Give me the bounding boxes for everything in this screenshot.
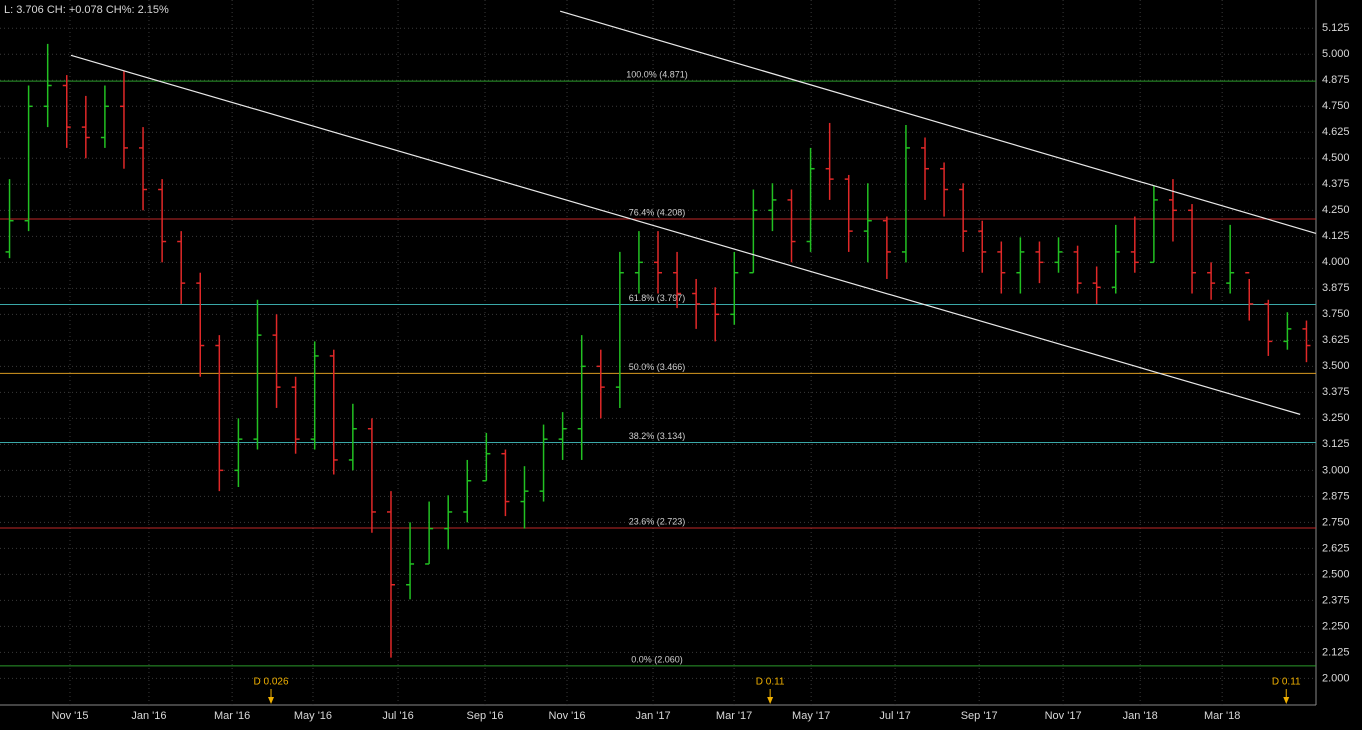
fib-label: 76.4% (4.208) [629, 207, 686, 217]
x-tick-label: Jan '16 [131, 710, 166, 722]
y-tick-label: 2.000 [1322, 672, 1350, 684]
event-label: D 0.11 [756, 677, 785, 688]
y-tick-label: 4.125 [1322, 230, 1350, 242]
y-tick-label: 2.125 [1322, 646, 1350, 658]
event-arrow [767, 697, 774, 704]
trend-line [559, 10, 1317, 234]
fib-label: 100.0% (4.871) [626, 70, 688, 80]
trend-line [70, 54, 1301, 415]
y-tick-label: 3.875 [1322, 282, 1350, 294]
fib-label: 38.2% (3.134) [629, 431, 686, 441]
y-tick-label: 4.500 [1322, 152, 1350, 164]
y-tick-label: 3.125 [1322, 438, 1350, 450]
y-tick-label: 2.875 [1322, 490, 1350, 502]
event-arrow [1283, 697, 1290, 704]
y-tick-label: 4.250 [1322, 204, 1350, 216]
y-tick-label: 5.125 [1322, 22, 1350, 34]
y-tick-label: 4.750 [1322, 100, 1350, 112]
x-tick-label: Mar '17 [716, 710, 752, 722]
fib-label: 0.0% (2.060) [631, 654, 683, 664]
y-tick-label: 2.250 [1322, 620, 1350, 632]
fib-label: 23.6% (2.723) [629, 516, 686, 526]
y-tick-label: 4.875 [1322, 74, 1350, 86]
y-tick-label: 2.750 [1322, 516, 1350, 528]
x-tick-label: Nov '17 [1045, 710, 1082, 722]
y-tick-label: 3.500 [1322, 360, 1350, 372]
y-tick-label: 4.625 [1322, 126, 1350, 138]
y-tick-label: 3.250 [1322, 412, 1350, 424]
x-tick-label: Nov '16 [549, 710, 586, 722]
y-tick-label: 3.375 [1322, 386, 1350, 398]
y-tick-label: 3.625 [1322, 334, 1350, 346]
y-tick-label: 4.000 [1322, 256, 1350, 268]
x-tick-label: Sep '16 [467, 710, 504, 722]
y-tick-label: 3.750 [1322, 308, 1350, 320]
y-tick-label: 3.000 [1322, 464, 1350, 476]
x-tick-label: Mar '18 [1204, 710, 1240, 722]
x-tick-label: Jul '17 [879, 710, 910, 722]
fib-label: 61.8% (3.797) [629, 293, 686, 303]
header: L: 3.706 CH: +0.078 CH%: 2.15% [4, 4, 169, 16]
y-tick-label: 2.500 [1322, 568, 1350, 580]
x-tick-label: May '16 [294, 710, 332, 722]
x-tick-label: Mar '16 [214, 710, 250, 722]
x-tick-label: Sep '17 [961, 710, 998, 722]
x-tick-label: Jan '18 [1123, 710, 1158, 722]
y-tick-label: 5.000 [1322, 48, 1350, 60]
x-tick-label: Nov '15 [52, 710, 89, 722]
event-label: D 0.11 [1272, 677, 1301, 688]
y-tick-label: 4.375 [1322, 178, 1350, 190]
x-tick-label: Jul '16 [382, 710, 413, 722]
y-tick-label: 2.625 [1322, 542, 1350, 554]
x-tick-label: Jan '17 [635, 710, 670, 722]
x-tick-label: May '17 [792, 710, 830, 722]
event-label: D 0.026 [254, 677, 289, 688]
event-arrow [268, 697, 275, 704]
y-tick-label: 2.375 [1322, 594, 1350, 606]
fib-label: 50.0% (3.466) [629, 362, 686, 372]
